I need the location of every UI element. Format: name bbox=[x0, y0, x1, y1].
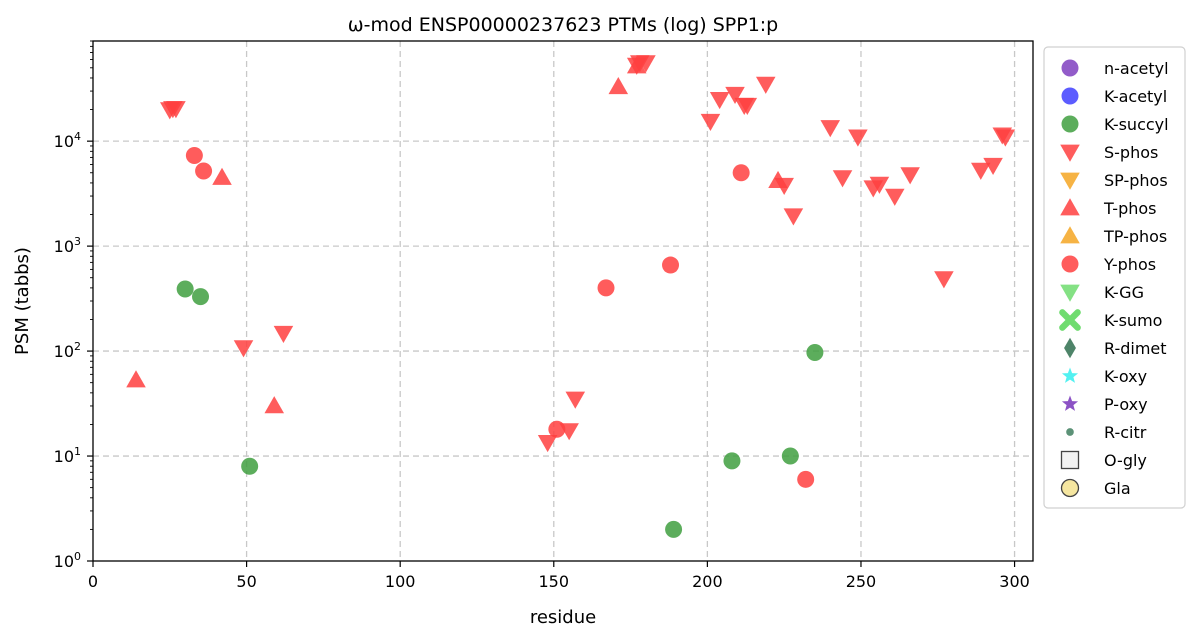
legend-box bbox=[1043, 46, 1186, 509]
data-point-k-succyl bbox=[241, 457, 259, 475]
legend-marker-k-gg bbox=[1060, 284, 1080, 302]
legend-label-k-oxy: K-oxy bbox=[1104, 367, 1147, 386]
legend-label-r-dimet: R-dimet bbox=[1104, 339, 1167, 358]
legend-label-r-citr: R-citr bbox=[1104, 423, 1147, 442]
data-point-y-phos bbox=[662, 256, 680, 274]
data-point-k-succyl bbox=[806, 343, 824, 361]
legend-marker-p-oxy bbox=[1061, 395, 1079, 411]
legend-marker-k-oxy bbox=[1061, 367, 1079, 383]
legend-label-k-succyl: K-succyl bbox=[1104, 115, 1169, 134]
data-point-s-phos bbox=[832, 170, 853, 188]
data-point-k-succyl bbox=[192, 288, 210, 306]
data-point-y-phos bbox=[548, 420, 566, 438]
data-point-s-phos bbox=[755, 76, 776, 94]
legend-marker-t-phos bbox=[1060, 198, 1080, 216]
data-point-s-phos bbox=[725, 86, 745, 104]
data-point-s-phos bbox=[166, 101, 186, 119]
legend-marker-gla bbox=[1060, 478, 1080, 498]
x-axis-label: residue bbox=[530, 607, 596, 628]
data-point-k-succyl bbox=[665, 520, 683, 538]
x-tick-label: 50 bbox=[236, 572, 256, 591]
legend-label-p-oxy: P-oxy bbox=[1104, 395, 1148, 414]
grid bbox=[93, 41, 1033, 561]
data-point-t-phos bbox=[608, 76, 629, 95]
data-point-s-phos bbox=[934, 271, 954, 289]
legend-marker-k-succyl bbox=[1061, 115, 1079, 133]
data-point-t-phos bbox=[212, 167, 232, 185]
data-point-s-phos bbox=[537, 435, 558, 453]
data-points bbox=[126, 55, 1016, 538]
x-axis: 0 50 100 150 200 250 300 bbox=[88, 561, 1030, 591]
data-point-k-succyl bbox=[781, 447, 799, 465]
x-tick-label: 250 bbox=[846, 572, 877, 591]
legend-label-k-sumo: K-sumo bbox=[1104, 311, 1162, 330]
legend-label-s-phos: S-phos bbox=[1104, 143, 1158, 162]
x-tick-label: 100 bbox=[385, 572, 416, 591]
y-axis-label: PSM (tabbs) bbox=[12, 247, 33, 355]
data-point-s-phos bbox=[884, 188, 905, 206]
legend-label-n-acetyl: n-acetyl bbox=[1104, 59, 1169, 78]
y-axis: 100 101 102 103 104 bbox=[54, 40, 93, 571]
legend-marker-y-phos bbox=[1061, 255, 1079, 273]
legend-label-y-phos: Y-phos bbox=[1103, 255, 1156, 274]
legend-marker-k-acetyl bbox=[1061, 87, 1079, 105]
legend-marker-k-sumo bbox=[1059, 309, 1081, 331]
data-point-s-phos bbox=[971, 162, 991, 180]
data-point-s-phos bbox=[900, 167, 920, 185]
x-tick-label: 300 bbox=[999, 572, 1030, 591]
legend-marker-n-acetyl bbox=[1061, 59, 1079, 77]
legend: n-acetyl K-acetyl K-succyl S-phos SP-phos T-p… bbox=[1043, 46, 1186, 509]
data-point-s-phos bbox=[820, 120, 841, 138]
data-point-s-phos bbox=[983, 157, 1003, 175]
data-point-k-succyl bbox=[176, 280, 194, 298]
y-tick-label: 100 bbox=[54, 550, 81, 571]
data-point-s-phos bbox=[700, 113, 721, 131]
legend-label-o-gly: O-gly bbox=[1104, 451, 1147, 470]
data-point-k-succyl bbox=[723, 452, 741, 470]
legend-label-sp-phos: SP-phos bbox=[1104, 171, 1168, 190]
data-point-y-phos bbox=[597, 279, 615, 297]
legend-label-k-acetyl: K-acetyl bbox=[1104, 87, 1167, 106]
data-point-s-phos bbox=[273, 325, 294, 343]
data-point-y-phos bbox=[797, 470, 815, 488]
legend-label-gla: Gla bbox=[1104, 479, 1131, 498]
data-point-s-phos bbox=[636, 55, 656, 73]
legend-marker-r-citr bbox=[1066, 428, 1074, 436]
chart-title: ω-mod ENSP00000237623 PTMs (log) SPP1:p bbox=[348, 14, 779, 36]
data-point-y-phos bbox=[185, 147, 203, 165]
data-point-t-phos bbox=[264, 396, 285, 414]
legend-marker-tp-phos bbox=[1060, 226, 1080, 244]
data-point-t-phos bbox=[126, 370, 146, 388]
y-tick-label: 102 bbox=[54, 340, 81, 361]
data-point-s-phos bbox=[233, 340, 254, 358]
legend-label-k-gg: K-GG bbox=[1104, 283, 1144, 302]
legend-marker-sp-phos bbox=[1060, 172, 1080, 190]
data-point-s-phos bbox=[848, 129, 868, 147]
legend-marker-r-dimet bbox=[1064, 337, 1076, 359]
data-point-s-phos bbox=[783, 208, 804, 226]
data-point-s-phos bbox=[869, 176, 890, 194]
data-point-y-phos bbox=[732, 164, 750, 182]
data-point-s-phos bbox=[565, 391, 586, 409]
data-point-s-phos bbox=[737, 97, 758, 115]
legend-label-t-phos: T-phos bbox=[1103, 199, 1157, 218]
data-point-t-phos bbox=[626, 56, 647, 74]
data-point-s-phos bbox=[995, 129, 1016, 147]
legend-marker-o-gly bbox=[1060, 450, 1080, 470]
data-point-s-phos bbox=[709, 92, 730, 110]
y-tick-label: 104 bbox=[54, 130, 81, 151]
legend-label-tp-phos: TP-phos bbox=[1103, 227, 1167, 246]
x-tick-label: 0 bbox=[88, 572, 98, 591]
plot-frame bbox=[92, 40, 1034, 562]
y-tick-label: 103 bbox=[54, 235, 81, 256]
data-point-t-phos bbox=[768, 170, 788, 189]
x-tick-label: 150 bbox=[539, 572, 570, 591]
x-tick-label: 200 bbox=[692, 572, 723, 591]
legend-marker-s-phos bbox=[1060, 144, 1080, 162]
y-tick-label: 101 bbox=[54, 445, 81, 466]
data-point-y-phos bbox=[195, 162, 213, 180]
